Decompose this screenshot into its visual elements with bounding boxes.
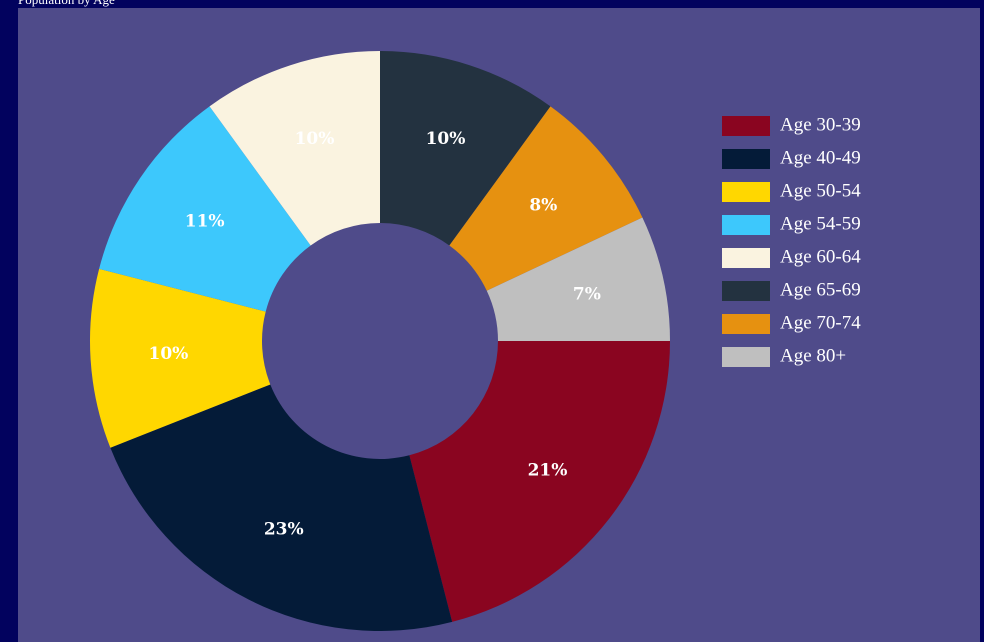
legend-swatch <box>722 116 770 136</box>
legend-label: Age 40-49 <box>780 147 861 168</box>
slice-label: 8% <box>529 195 557 215</box>
legend-swatch <box>722 281 770 301</box>
slice-label: 10% <box>295 129 335 149</box>
slice-label: 7% <box>573 284 601 304</box>
legend: Age 30-39 Age 40-49 Age 50-54 Age 54-59 Age … <box>722 114 861 367</box>
slice-label: 10% <box>149 344 189 364</box>
slice <box>486 217 670 341</box>
slice <box>380 51 551 246</box>
legend-label: Age 30-39 <box>780 114 861 135</box>
legend-swatch <box>722 182 770 202</box>
legend-label: Age 70-74 <box>780 312 861 333</box>
donut: 21% 23% 10% 11% 10% 10% 8% 7% <box>89 51 670 631</box>
legend-label: Age 54-59 <box>780 213 861 234</box>
legend-label: Age 65-69 <box>780 279 861 300</box>
legend-swatch <box>722 314 770 334</box>
legend-label: Age 50-54 <box>780 180 861 201</box>
slice-label: 23% <box>264 519 304 539</box>
slice <box>449 106 643 291</box>
legend-swatch <box>722 248 770 268</box>
slice <box>409 341 670 622</box>
slice <box>89 268 271 448</box>
legend-swatch <box>722 149 770 169</box>
slice-label: 11% <box>185 211 225 231</box>
legend-swatch <box>722 347 770 367</box>
slice-label: 10% <box>426 129 466 149</box>
slice <box>110 384 453 631</box>
chart-title: Population by Age <box>18 0 115 8</box>
legend-label: Age 80+ <box>780 345 846 366</box>
slice-label: 21% <box>528 460 568 480</box>
slice <box>209 51 380 246</box>
slice <box>99 106 311 312</box>
legend-label: Age 60-64 <box>780 246 861 267</box>
legend-swatch <box>722 215 770 235</box>
